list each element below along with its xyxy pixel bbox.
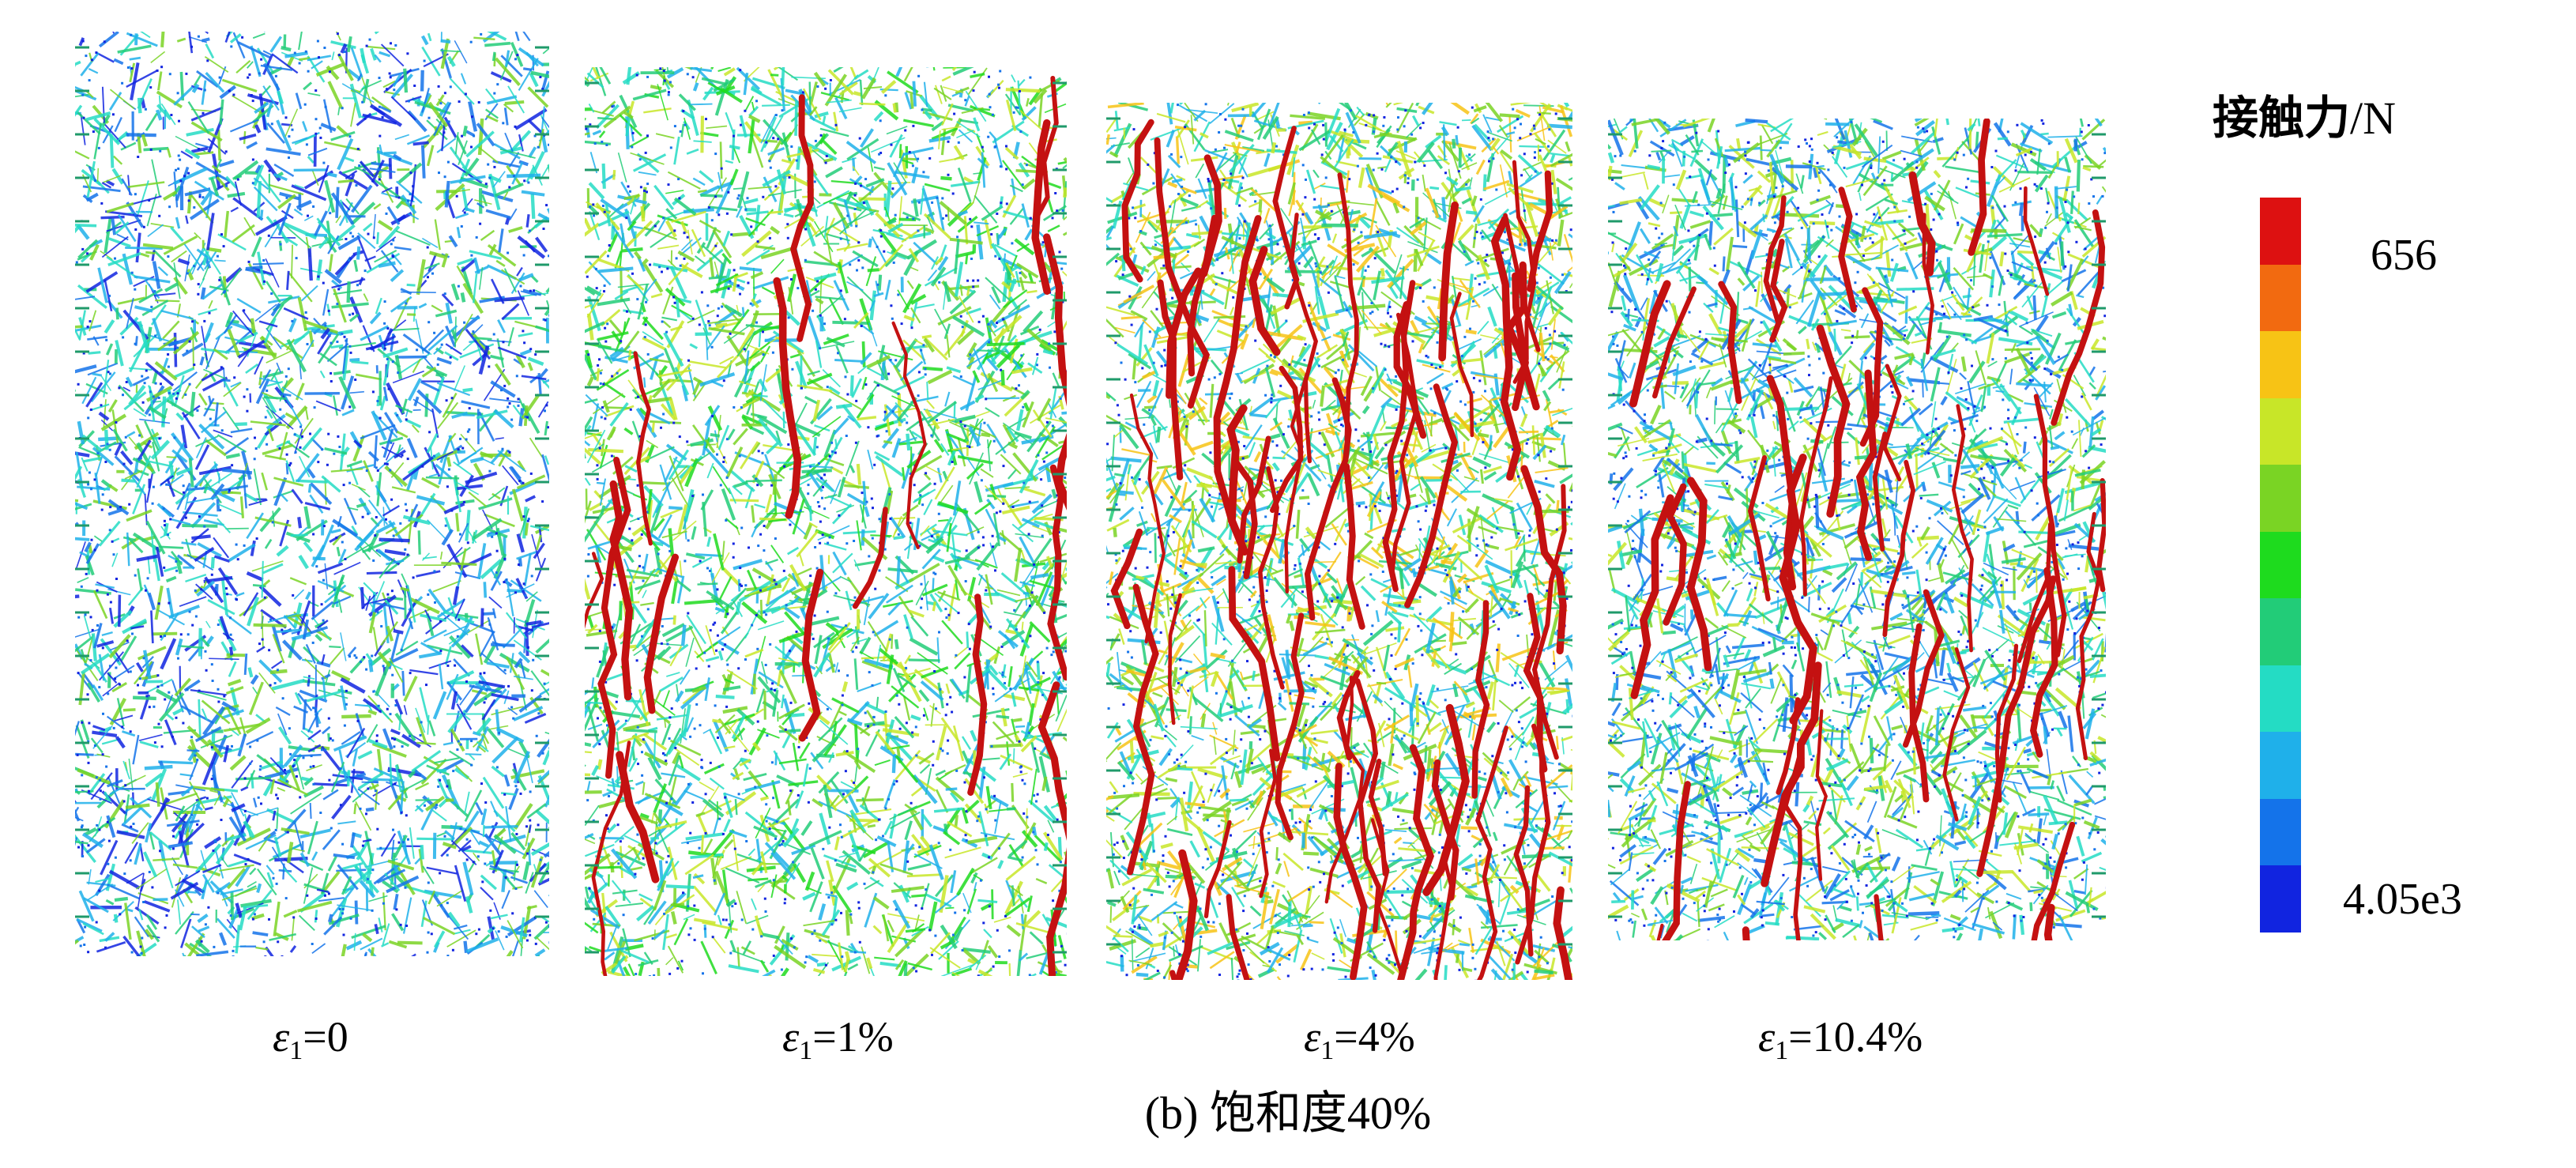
force-network-panel-4	[1608, 119, 2106, 940]
panel-strain-1	[585, 67, 1067, 976]
strain-value: =10.4%	[1788, 1013, 1923, 1061]
color-band-7	[2260, 598, 2301, 665]
legend-top-value: 656	[2371, 231, 2437, 280]
panel-strain-4	[1106, 103, 1572, 980]
strain-symbol: ε	[1758, 1013, 1776, 1061]
strain-value: =1%	[812, 1013, 894, 1061]
force-network-panel-3	[1106, 103, 1572, 980]
strain-value: =0	[303, 1013, 348, 1061]
color-band-5	[2260, 465, 2301, 532]
strain-subscript: 1	[1320, 1036, 1335, 1065]
strain-symbol: ε	[1304, 1013, 1321, 1061]
color-band-11	[2260, 865, 2301, 933]
strain-label-1: ε1=0	[273, 1015, 348, 1064]
legend-title-unit: /N	[2350, 92, 2397, 144]
strain-subscript: 1	[1775, 1036, 1789, 1065]
strain-label-2: ε1=1%	[782, 1015, 894, 1064]
panel-strain-0	[75, 32, 549, 956]
color-band-10	[2260, 798, 2301, 866]
strain-label-3: ε1=4%	[1304, 1015, 1415, 1064]
panel-strain-10-4	[1608, 119, 2106, 940]
force-network-panel-1	[75, 32, 549, 956]
strain-symbol: ε	[273, 1013, 290, 1061]
color-scale-bar	[2260, 198, 2301, 933]
color-band-1	[2260, 198, 2301, 265]
color-band-3	[2260, 331, 2301, 398]
strain-subscript: 1	[289, 1036, 303, 1065]
color-band-9	[2260, 732, 2301, 799]
force-network-panel-2	[585, 67, 1067, 976]
strain-value: =4%	[1334, 1013, 1415, 1061]
color-band-4	[2260, 397, 2301, 465]
legend-bottom-value: 4.05e3	[2343, 875, 2462, 924]
color-band-8	[2260, 665, 2301, 733]
strain-symbol: ε	[782, 1013, 800, 1061]
figure-caption: (b) 饱和度40%	[1144, 1087, 1432, 1139]
color-band-2	[2260, 264, 2301, 332]
strain-subscript: 1	[799, 1036, 813, 1065]
strain-label-4: ε1=10.4%	[1758, 1015, 1923, 1064]
legend-title-text: 接触力	[2213, 91, 2351, 145]
legend-title: 接触力/N	[2213, 95, 2396, 141]
color-band-6	[2260, 531, 2301, 599]
